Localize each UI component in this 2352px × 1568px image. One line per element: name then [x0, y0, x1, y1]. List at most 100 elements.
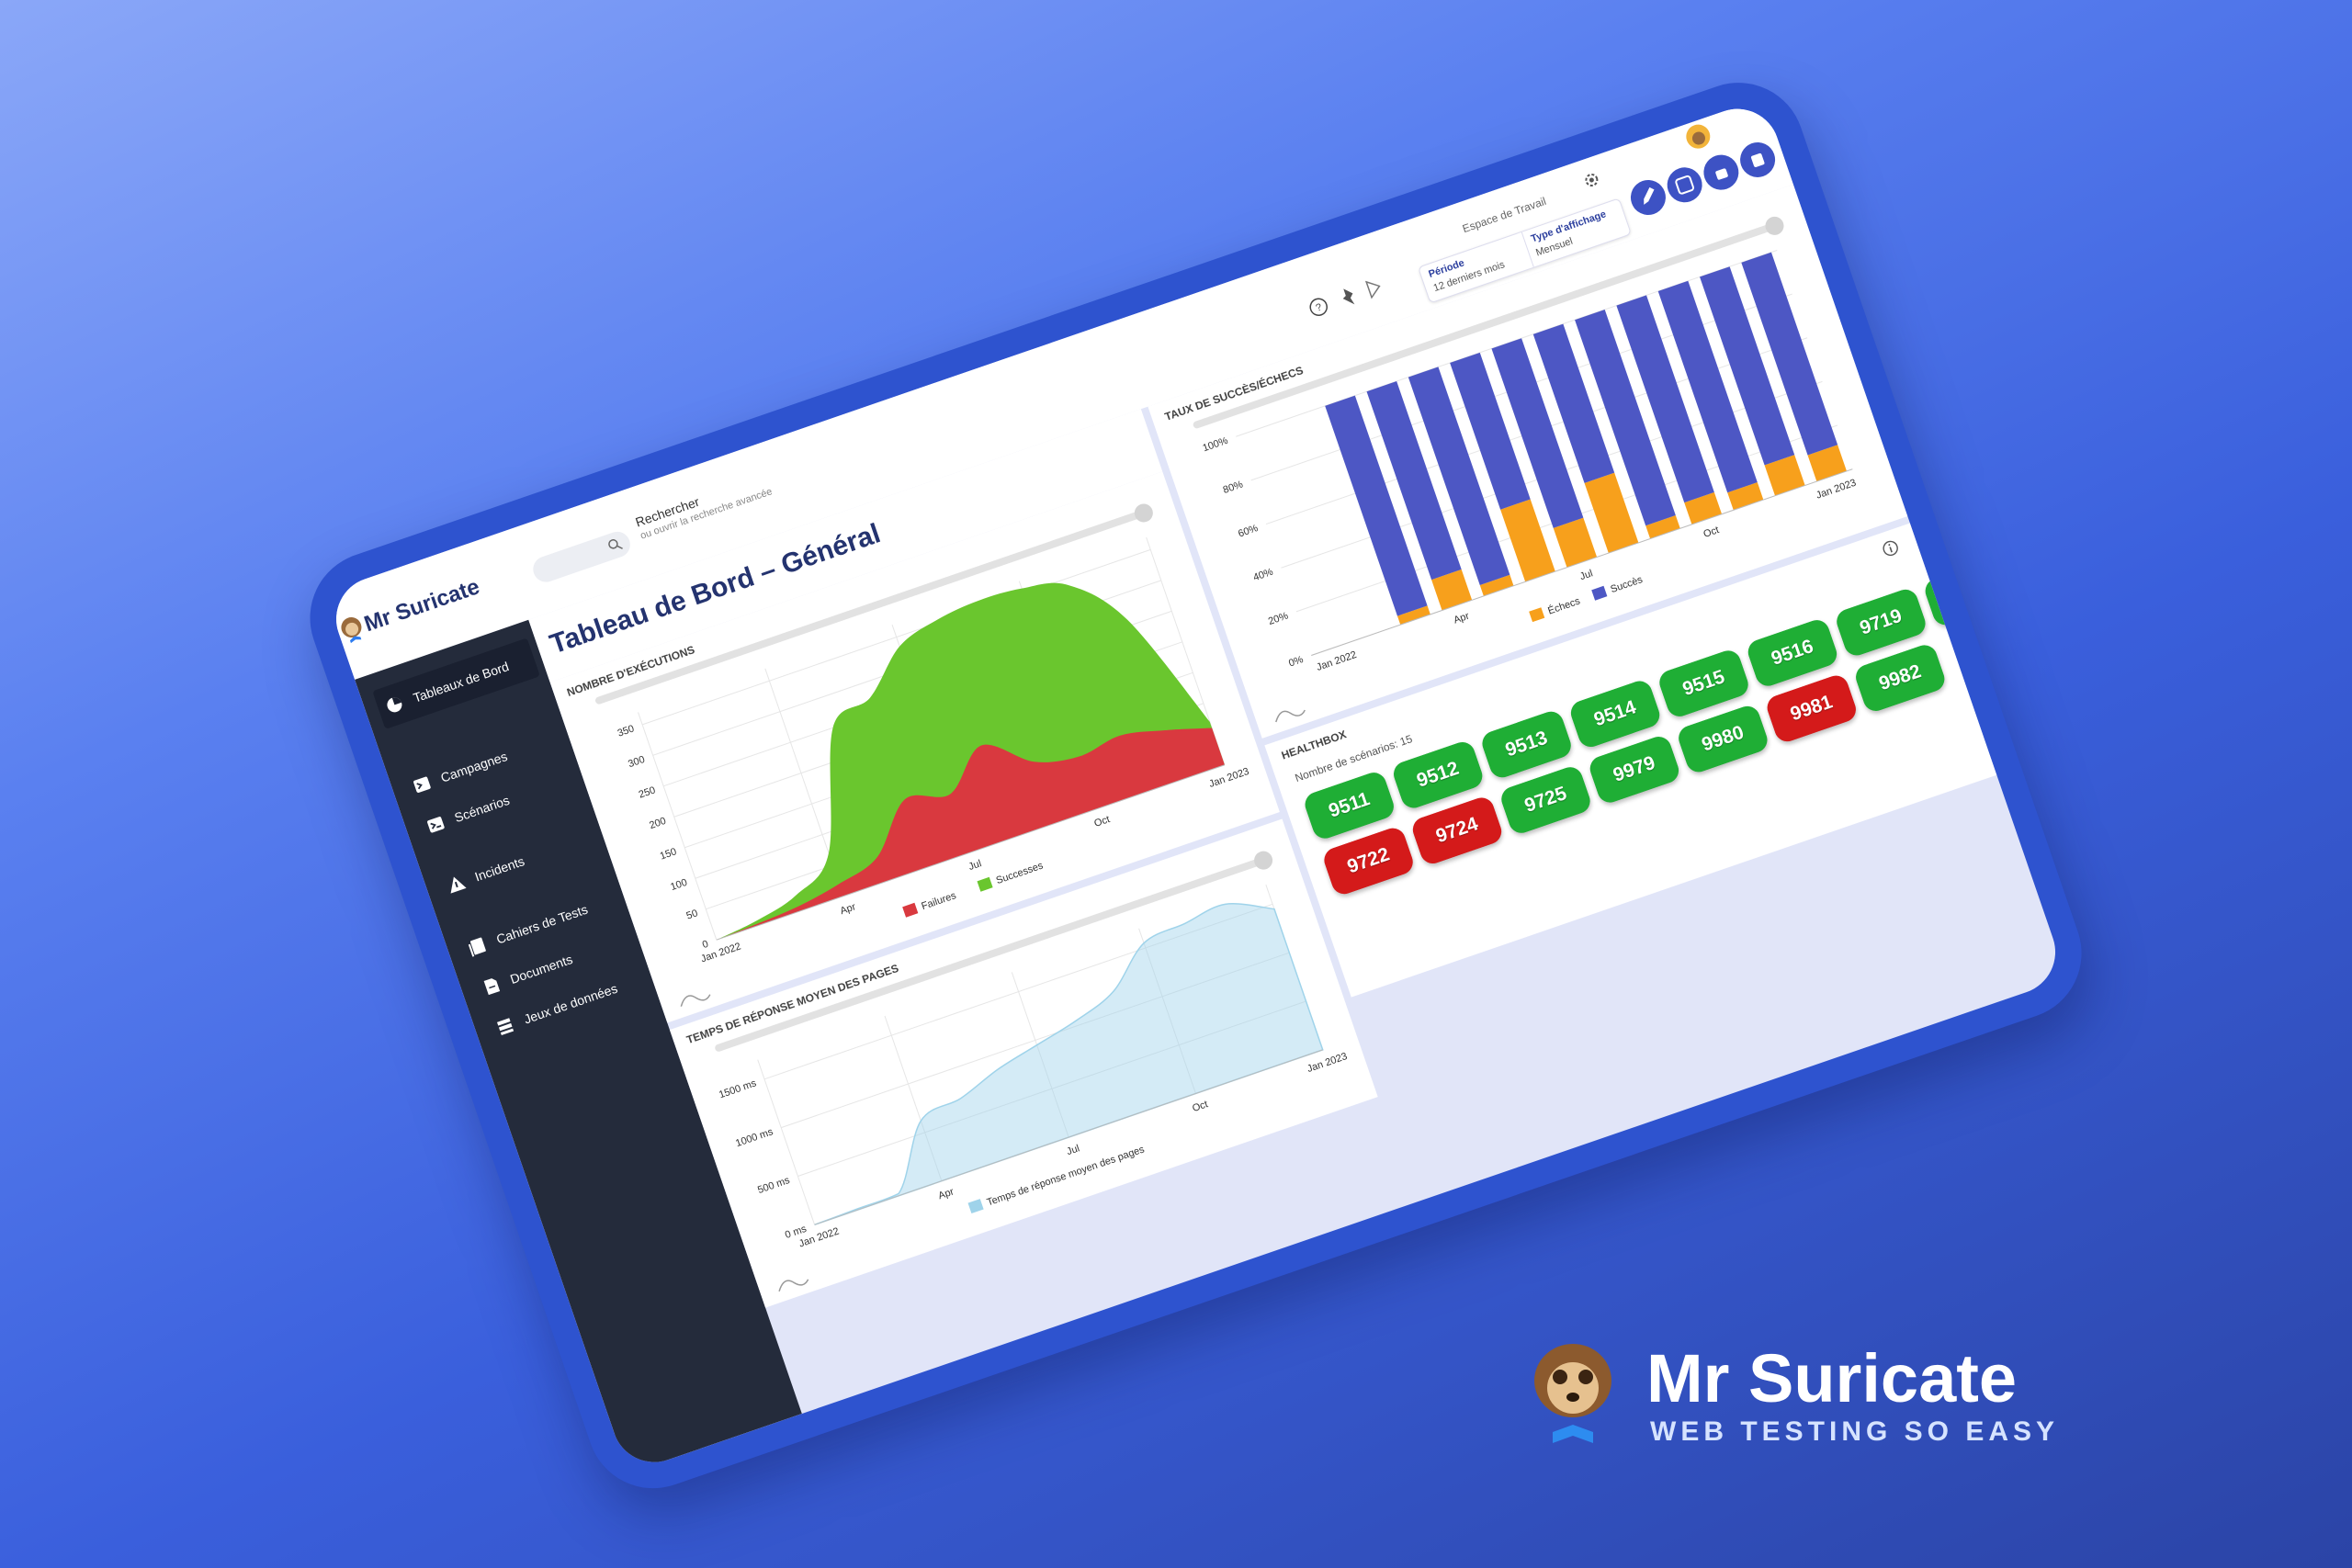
nav-icon [450, 876, 467, 894]
nav-icon [468, 937, 486, 957]
bar-segment [1657, 280, 1758, 493]
action-buttons [1630, 141, 1776, 215]
y-tick-label: 0% [1287, 654, 1305, 670]
bar-segment [1553, 517, 1598, 568]
brand-name: Mr Suricate [1646, 1340, 2018, 1416]
lock-icon [1715, 168, 1728, 180]
x-tick-label: Oct [1191, 1099, 1209, 1114]
bar-segment [1727, 482, 1764, 511]
bar-segment [1807, 445, 1847, 482]
avatar[interactable] [1680, 119, 1715, 154]
grid-line [638, 712, 718, 941]
healthbox-panel: HEALTHBOX Nombre de scénarios: 15 9511 95… [1264, 523, 2018, 998]
y-tick-label: 350 [616, 723, 636, 739]
legend-swatch [902, 902, 919, 918]
grid-line [1011, 972, 1069, 1138]
y-tick-label: 100% [1202, 435, 1230, 455]
x-tick-label: Apr [839, 901, 857, 917]
legend-label: Échecs [1546, 594, 1582, 616]
bar-segment [1684, 491, 1723, 525]
edit-icon [1644, 186, 1655, 205]
logo-bow [349, 636, 362, 644]
logo-text: Mr Suricate [361, 574, 483, 637]
bar-segment [1431, 569, 1473, 611]
nav-item[interactable]: Incidents [434, 817, 602, 908]
y-tick-label: 250 [638, 784, 657, 800]
nav-label: Incidents [472, 853, 526, 885]
bar-segment [1584, 472, 1639, 554]
bar-segment [1532, 323, 1615, 483]
x-tick-label: Jan 2022 [1315, 649, 1358, 673]
pin-icon[interactable] [1340, 287, 1356, 308]
nav-item[interactable]: Documents [469, 919, 638, 1011]
y-tick-label: 150 [659, 846, 678, 862]
nav-label: Campagnes [438, 748, 510, 785]
tablet-frame: Mr Suricate Rechercher ou ouvrir la rech… [292, 64, 2100, 1506]
legend-swatch [1591, 585, 1608, 601]
mascot-eye [1578, 1370, 1593, 1384]
legend-label: Failures [920, 890, 957, 912]
nav-item[interactable]: Scénarios [413, 758, 582, 850]
y-tick-label: 1000 ms [734, 1126, 775, 1149]
nav-item[interactable]: Campagnes [400, 717, 568, 809]
x-axis [1311, 468, 1853, 656]
add-icon [1675, 175, 1695, 195]
y-tick-label: 40% [1252, 567, 1275, 584]
x-tick-label: Apr [937, 1186, 956, 1201]
legend-swatch [1529, 607, 1545, 623]
y-tick-label: 300 [627, 754, 646, 770]
grid-line [757, 1059, 816, 1225]
mascot-face [1547, 1362, 1599, 1414]
x-tick-label: Jan 2023 [1207, 766, 1250, 790]
bar-segment [1408, 367, 1510, 586]
bar-segment [1396, 605, 1430, 626]
legend-label: Successes [995, 860, 1046, 886]
bar-segment [1700, 266, 1795, 466]
nav-icon [413, 776, 431, 793]
search-icon [608, 539, 623, 549]
logo-face [345, 622, 359, 636]
nav-item[interactable]: Cahiers de Tests [456, 879, 624, 971]
nav-label: Scénarios [452, 792, 512, 826]
help-glyph: ? [1315, 302, 1324, 314]
response-panel: TEMPS DE RÉPONSE MOYEN DES PAGES 0 ms 500… [669, 818, 1378, 1308]
bar-segment [1616, 295, 1714, 503]
y-tick-label: 1500 ms [718, 1077, 758, 1100]
bar-segment [1500, 499, 1555, 582]
y-tick-label: 60% [1237, 523, 1260, 540]
bar-segment [1741, 252, 1838, 456]
bar-segment [1325, 395, 1428, 616]
y-tick-label: 20% [1267, 610, 1290, 627]
x-tick-label: Apr [1453, 611, 1471, 626]
info-icon[interactable] [1880, 537, 1901, 558]
add-button[interactable] [1663, 163, 1707, 207]
legend-label: Succès [1609, 574, 1644, 595]
grid-line [1138, 928, 1196, 1094]
help-icon[interactable] [1308, 297, 1329, 318]
success-chart: 0% 20% 40% 60% 80% 100% Jan 2022 Apr Jul Oct Jan 2… [1202, 249, 1858, 723]
play-icon[interactable] [1364, 278, 1382, 299]
area [814, 903, 1324, 1226]
bar-segment [1479, 574, 1514, 596]
area [716, 728, 1225, 941]
x-tick-label: Jan 2023 [1815, 478, 1858, 502]
mascot-bow [1553, 1425, 1593, 1443]
delete-icon [1750, 152, 1765, 167]
screen: Mr Suricate Rechercher ou ouvrir la rech… [324, 97, 2067, 1474]
brand-mascot [1534, 1344, 1611, 1443]
brand-tagline: WEB TESTING SO EASY [1650, 1416, 2060, 1447]
x-axis [716, 764, 1226, 941]
health-badge[interactable]: 9721 [1921, 555, 2018, 629]
nav-item[interactable]: Tableaux de Bord [372, 637, 540, 729]
bar-segment [1366, 381, 1462, 581]
search-box[interactable] [529, 528, 634, 586]
grid-line [884, 1015, 943, 1181]
bar-segment [1491, 338, 1584, 528]
nav-item[interactable]: Jeux de données [483, 959, 651, 1051]
sparkline-icon [1275, 709, 1306, 723]
y-tick-label: 500 ms [756, 1175, 791, 1196]
executions-panel: NOMBRE D'EXÉCUTIONS 0 50 100 150 200 250 300 35… [549, 471, 1280, 1023]
settings-icon[interactable] [1580, 168, 1603, 191]
x-tick-label: Jan 2023 [1306, 1051, 1349, 1075]
legend-swatch [977, 876, 993, 892]
